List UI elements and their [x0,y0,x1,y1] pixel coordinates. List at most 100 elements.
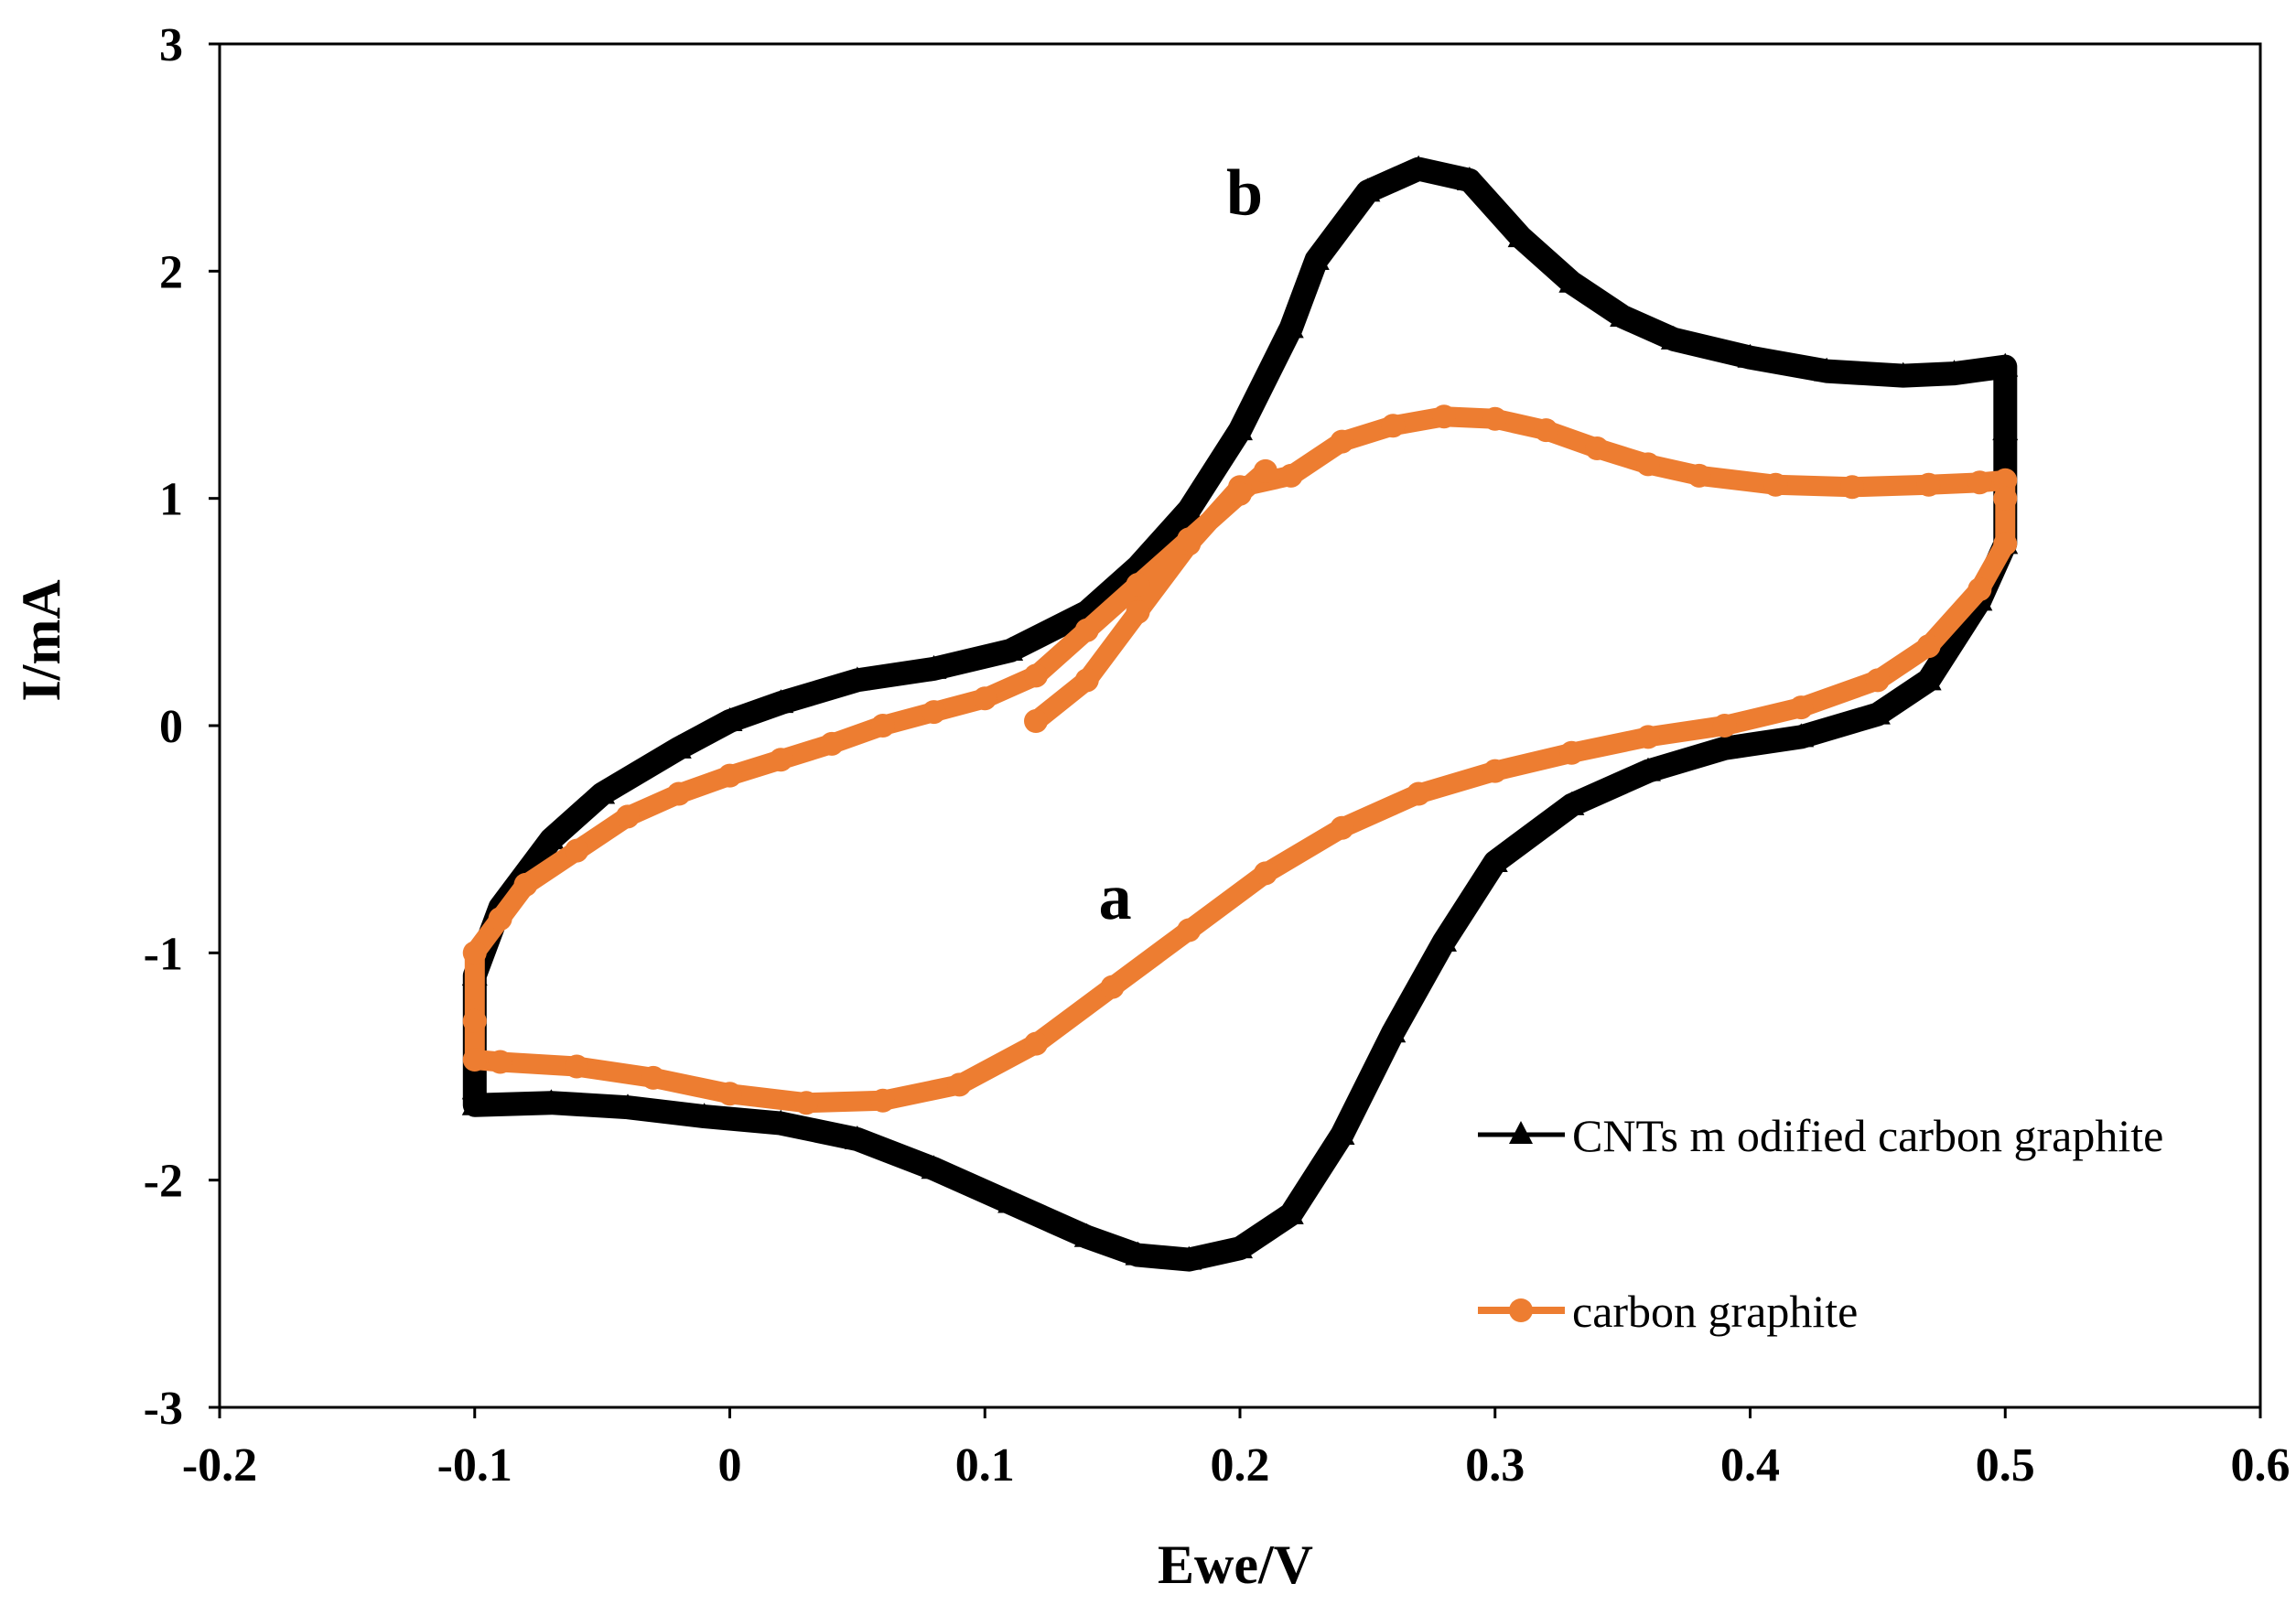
data-point [1992,416,2019,441]
data-point [922,700,946,725]
data-point [997,637,1024,662]
data-point [1228,481,1252,506]
data-point [1636,725,1660,749]
triangle-marker-icon [1509,1121,1533,1144]
data-point [1431,927,1457,952]
data-point [844,666,870,691]
data-point [462,941,487,965]
data-point [1177,527,1202,552]
data-point [1406,155,1432,179]
data-point [1073,1223,1100,1247]
curve-annotations: ba [1099,156,1263,933]
y-tick-label: -2 [144,1156,183,1208]
x-axis-title: Ewe/V [1158,1535,1313,1595]
legend-item-carbon: carbon graphite [1478,1286,1858,1337]
data-point [691,1103,717,1127]
data-point [1687,463,1711,488]
data-point [513,872,538,897]
data-point [1967,470,1992,495]
y-tick-label: 2 [159,246,183,298]
data-point [665,734,692,759]
series-cnts-modified [461,155,2019,1272]
x-tick-label: 0.3 [1465,1439,1525,1492]
data-point [973,686,997,711]
data-point [1278,463,1303,488]
series-line [464,406,2016,1114]
data-point [641,1065,665,1090]
data-point [1253,861,1277,886]
data-point [794,1091,819,1115]
data-point [947,1072,972,1097]
data-point [1660,325,1687,350]
data-point [1227,1234,1253,1259]
data-point [462,1048,487,1072]
x-tick-label: 0.5 [1976,1439,2035,1492]
curve-label-b: b [1226,156,1263,229]
legend-label-carbon: carbon graphite [1572,1286,1858,1337]
data-point [1303,245,1330,270]
data-point [1788,723,1815,748]
data-point [1330,815,1354,840]
data-point [1864,700,1891,725]
data-point [921,1155,947,1180]
data-point [1024,663,1048,688]
data-point [1126,599,1150,624]
data-point [1967,577,1992,601]
data-point [1176,496,1202,521]
data-point [1916,634,1941,659]
x-tick-label: 0 [718,1439,742,1492]
y-tick-label: -1 [144,928,183,980]
data-point [616,804,640,829]
legend-label-cnts: CNTs m odified carbon graphite [1572,1110,2163,1161]
data-point [1636,452,1660,477]
data-point [1559,740,1584,765]
data-point [1253,458,1277,483]
plot-frame [218,42,2262,1409]
data-point [870,714,895,738]
data-point [1558,791,1585,815]
legend-item-cnts: CNTs m odified carbon graphite [1478,1110,2163,1161]
legend: CNTs m odified carbon graphite carbon gr… [1478,1110,2163,1337]
circle-marker-icon [1509,1298,1533,1322]
data-point [1534,418,1558,443]
x-tick-label: -0.1 [437,1439,512,1492]
data-point [589,780,616,804]
y-axis-title: I/mA [11,579,71,701]
x-tick-label: 0.2 [1211,1439,1270,1492]
data-point [1482,759,1507,783]
data-point [488,1050,512,1074]
x-tick-label: 0.6 [2231,1439,2291,1492]
data-point [1176,1245,1202,1270]
data-point [1456,167,1482,190]
data-point [1610,303,1636,327]
series-carbon-graphite [462,404,2018,1115]
data-point [1329,1121,1355,1145]
data-point [1993,532,2018,556]
data-point [1507,223,1534,248]
data-point [1585,436,1610,461]
x-tick-label: 0.4 [1720,1439,1780,1492]
data-point [538,1089,565,1114]
data-point [768,1109,794,1134]
data-point [1916,472,1941,497]
data-point [1277,314,1304,339]
data-point [921,654,947,679]
data-point [1814,357,1840,382]
plot-series [461,155,2019,1272]
data-point [1407,781,1431,806]
data-point [1074,668,1099,693]
data-point [1789,695,1814,720]
data-point [1992,352,2019,377]
data-point [1482,406,1507,431]
data-point [1840,475,1864,500]
data-point [844,1125,870,1149]
y-tick-label: 3 [159,19,183,71]
data-point [1763,472,1788,497]
data-point [461,1091,488,1115]
data-point [997,1189,1024,1213]
x-axis-ticks: -0.2 -0.1 0 0.1 0.2 0.3 0.4 0.5 0.6 [182,1407,2291,1492]
data-point [488,907,512,932]
data-point [1737,343,1763,368]
data-point [717,1082,742,1106]
